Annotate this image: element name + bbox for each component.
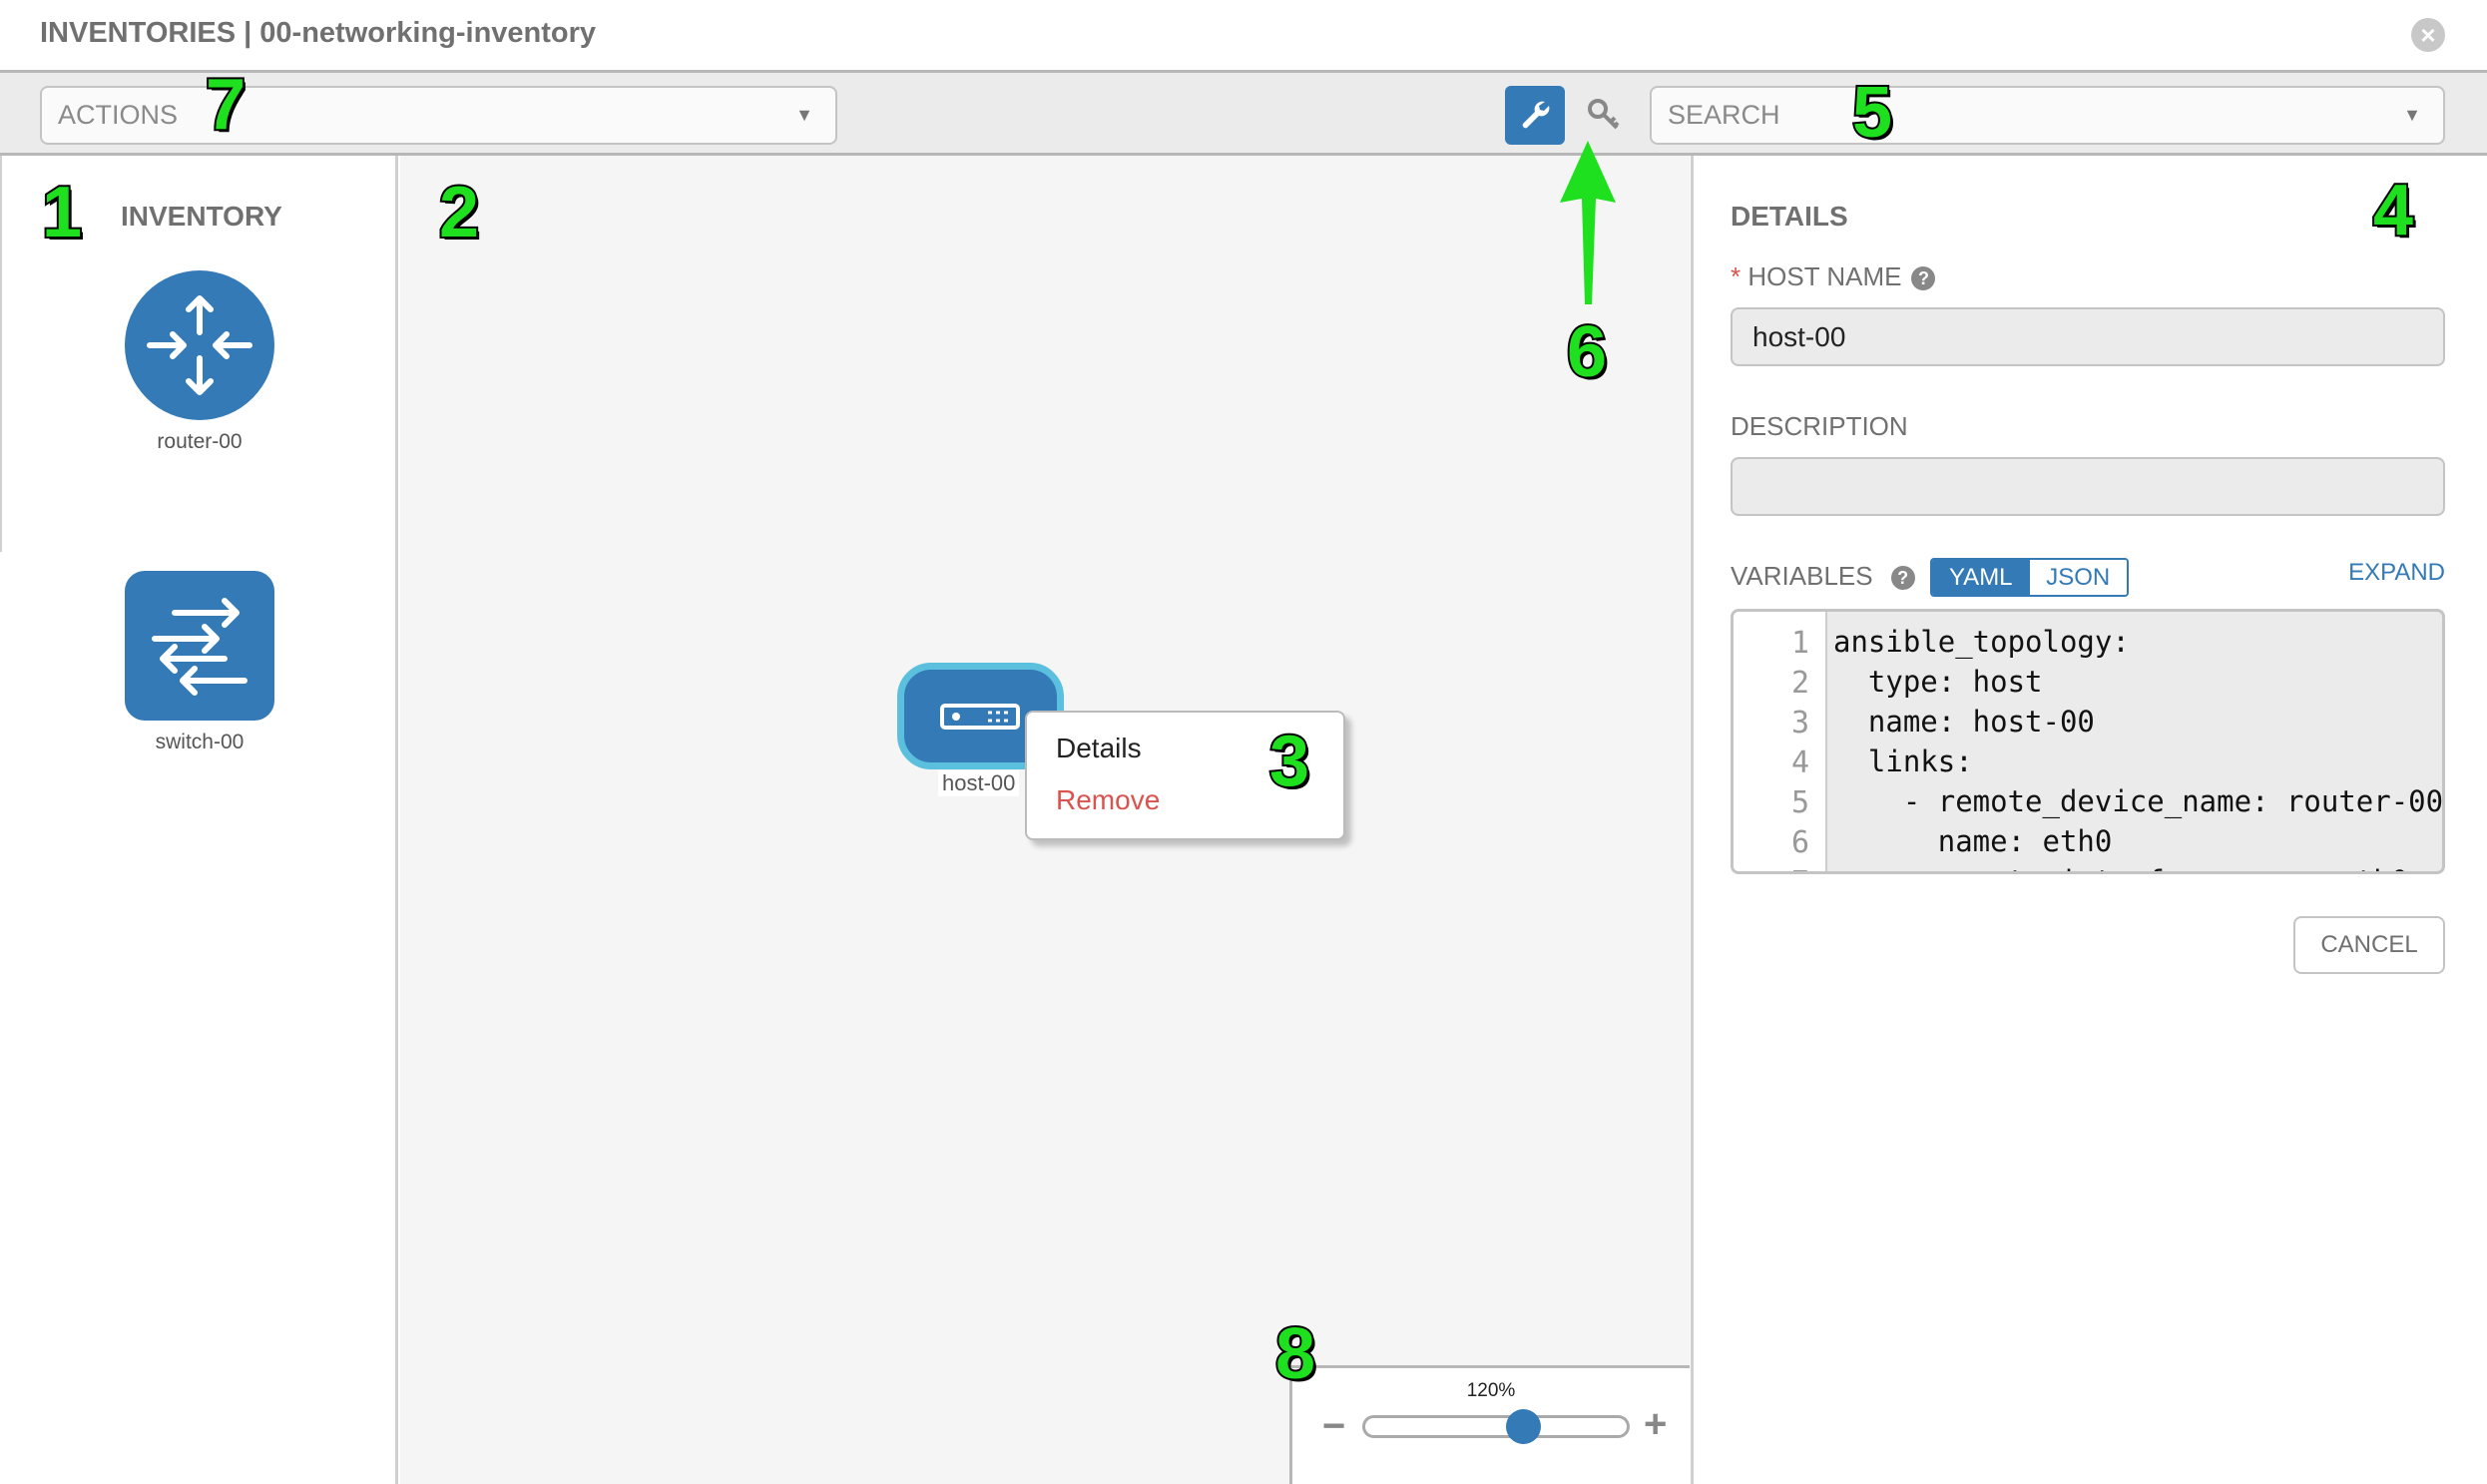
variables-label: VARIABLES — [1731, 561, 1873, 591]
chevron-down-icon: ▼ — [2403, 105, 2421, 125]
expand-link[interactable]: EXPAND — [2348, 559, 2445, 586]
actions-dropdown[interactable]: ACTIONS ▼ — [40, 86, 837, 145]
annotation-1: 1 — [40, 171, 84, 254]
wrench-icon[interactable] — [1505, 86, 1565, 145]
zoom-in-icon[interactable]: + — [1644, 1402, 1668, 1446]
context-menu-details[interactable]: Details — [1056, 733, 1142, 763]
line-gutter — [1734, 612, 1827, 871]
code-line: - remote_device_name: router-00 — [1833, 784, 2444, 818]
zoom-slider[interactable] — [1362, 1415, 1630, 1438]
page-title: INVENTORIES | 00-networking-inventory — [40, 17, 597, 49]
divider — [0, 156, 2, 552]
description-input[interactable] — [1731, 457, 2445, 516]
code-line: links: — [1833, 744, 1973, 778]
code-line: name: host-00 — [1833, 705, 2095, 739]
annotation-6: 6 — [1565, 310, 1609, 394]
json-toggle[interactable]: JSON — [2029, 560, 2127, 595]
actions-placeholder: ACTIONS — [58, 100, 179, 130]
line-number: 3 — [1790, 706, 1809, 741]
variables-editor[interactable]: 1 ansible_topology: 2 type: host 3 name: ho… — [1731, 609, 2445, 874]
search-dropdown[interactable]: SEARCH ▼ — [1650, 86, 2445, 145]
palette-title: INVENTORY — [121, 201, 282, 232]
line-number: 1 — [1790, 626, 1809, 661]
palette-item-switch-label: switch-00 — [155, 731, 245, 753]
annotation-arrow-icon — [1560, 141, 1616, 304]
line-number: 2 — [1790, 666, 1809, 701]
cancel-button[interactable]: CANCEL — [2293, 916, 2445, 974]
router-icon[interactable] — [125, 270, 274, 420]
code-line: name: eth0 — [1833, 824, 2113, 858]
annotation-5: 5 — [1850, 71, 1894, 155]
line-number: 4 — [1790, 745, 1809, 780]
code-line: ansible_topology: — [1833, 625, 2130, 659]
help-icon[interactable]: ? — [1911, 266, 1936, 291]
host-node-label: host-00 — [938, 770, 1020, 796]
zoom-out-icon[interactable]: − — [1322, 1404, 1346, 1448]
annotation-3: 3 — [1267, 720, 1311, 803]
format-toggle: YAML JSON — [1930, 558, 2129, 597]
annotation-7: 7 — [204, 63, 248, 147]
close-circle-icon[interactable]: × — [2411, 18, 2445, 52]
context-menu: Details Remove — [1025, 711, 1345, 840]
zoom-level: 120% — [1466, 1380, 1516, 1401]
palette-item-router-label: router-00 — [157, 430, 243, 453]
switch-icon[interactable] — [125, 571, 274, 721]
details-title: DETAILS — [1731, 201, 1848, 232]
yaml-toggle[interactable]: YAML — [1932, 560, 2030, 595]
code-line: type: host — [1833, 665, 2043, 699]
help-icon[interactable]: ? — [1890, 566, 1915, 591]
required-mark: * — [1731, 261, 1741, 291]
line-number: 5 — [1790, 785, 1809, 820]
code-line: remote_interface_name: eth0 — [1833, 864, 2408, 871]
host-server-icon — [940, 704, 1020, 730]
zoom-slider-handle[interactable] — [1505, 1409, 1541, 1444]
line-number: 6 — [1790, 825, 1809, 860]
annotation-4: 4 — [2371, 169, 2415, 252]
annotation-2: 2 — [437, 171, 481, 254]
host-name-label: HOST NAME — [1747, 261, 1902, 291]
description-label: DESCRIPTION — [1731, 411, 1908, 441]
key-icon[interactable] — [1585, 96, 1625, 136]
header-bar: INVENTORIES | 00-networking-inventory × — [0, 0, 2487, 73]
line-number: 7 — [1749, 865, 1809, 871]
zoom-control: 120% − + — [1289, 1365, 1690, 1484]
chevron-down-icon: ▼ — [795, 105, 813, 125]
annotation-8: 8 — [1273, 1312, 1317, 1396]
context-menu-remove[interactable]: Remove — [1056, 784, 1161, 815]
search-placeholder: SEARCH — [1668, 100, 1780, 130]
host-name-input[interactable]: host-00 — [1731, 307, 2445, 366]
